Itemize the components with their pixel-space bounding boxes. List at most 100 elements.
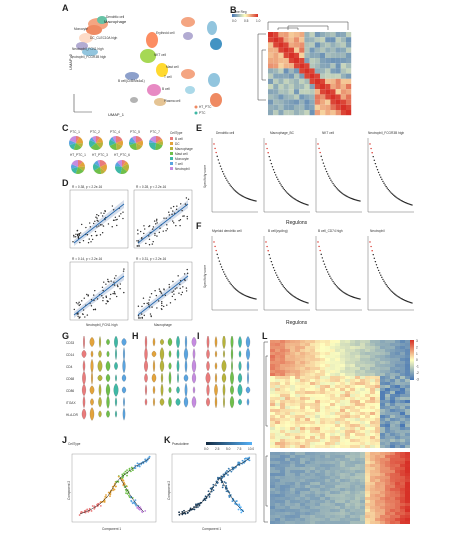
pie-label-ptc1: PTC_1	[70, 130, 80, 134]
violin	[191, 336, 197, 348]
heatmap-l-cell	[290, 488, 295, 491]
heatmap-l-cell	[355, 436, 360, 439]
heatmap-l-cell	[395, 515, 400, 518]
heatmap-l-cell	[385, 470, 390, 473]
violin	[238, 360, 242, 372]
heatmap-l-cell	[395, 455, 400, 458]
scatter-point	[90, 305, 93, 307]
regulon-point	[241, 293, 243, 295]
heatmap-l-cell	[280, 452, 285, 455]
heatmap-b-cell	[268, 37, 274, 43]
heatmap-l-cell	[405, 340, 410, 343]
heatmap-l-cell	[395, 346, 400, 349]
heatmap-l-cell	[350, 515, 355, 518]
heatmap-l-cell	[375, 497, 380, 500]
scatter-point	[92, 308, 95, 311]
pie-slice	[122, 163, 129, 172]
regulon-point	[283, 188, 286, 191]
heatmap-l-cell	[330, 515, 335, 518]
heatmap-l-cell	[405, 491, 410, 494]
scatter-point	[105, 296, 108, 299]
heatmap-l-cell	[345, 373, 350, 376]
heatmap-l-cell	[285, 467, 290, 470]
heatmap-l-cell	[375, 406, 380, 409]
heatmap-l-cell	[320, 430, 325, 433]
pie-slice	[117, 160, 122, 167]
heatmap-l-cell	[400, 376, 405, 379]
regulon-point	[396, 197, 398, 199]
regulon-point	[397, 197, 399, 200]
regulon-point	[285, 191, 288, 193]
heatmap-l-cell	[320, 340, 325, 343]
regulon-point	[224, 175, 226, 177]
heatmap-l-cell	[385, 355, 390, 358]
regulon-point	[384, 282, 386, 284]
heatmap-l-cell	[390, 385, 395, 388]
heatmap-l-cell	[355, 343, 360, 346]
regulon-point	[284, 288, 287, 290]
heatmap-l-cell	[360, 485, 365, 488]
heatmap-l-cell	[310, 491, 315, 494]
heatmap-b-cell	[340, 68, 346, 74]
heatmap-l-cell	[275, 421, 280, 424]
heatmap-b-cell	[325, 58, 331, 64]
heatmap-l-cell	[280, 358, 285, 361]
heatmap-b-cell	[335, 37, 341, 43]
heatmap-b-cell	[340, 63, 346, 69]
heatmap-l-cell	[300, 385, 305, 388]
heatmap-l-cell	[305, 439, 310, 442]
regulon-point	[325, 268, 328, 271]
heatmap-l-cell	[300, 361, 305, 364]
heatmap-l-cell	[335, 509, 340, 512]
heatmap-l-cell	[405, 488, 410, 491]
heatmap-l-cell	[345, 521, 350, 524]
heatmap-l-cell	[360, 521, 365, 524]
heatmap-l-cell	[320, 397, 325, 400]
pie-slice	[155, 143, 163, 150]
heatmap-b-cell	[314, 73, 320, 79]
heatmap-l-cell	[275, 412, 280, 415]
heatmap-l-cell	[335, 391, 340, 394]
regulon-point	[255, 298, 257, 300]
heatmap-b-cell	[314, 99, 320, 105]
heatmap-l-cell	[270, 482, 275, 485]
trajectory-point	[245, 457, 247, 460]
heatmap-l-cell	[345, 367, 350, 370]
scatter-point	[137, 229, 139, 231]
heatmap-b-cell	[283, 42, 289, 48]
scatter-point	[86, 234, 89, 236]
heatmap-l-cell	[315, 497, 320, 500]
heatmap-l-cell	[270, 421, 275, 424]
heatmap-l-cell	[285, 512, 290, 515]
heatmap-l-cell	[385, 436, 390, 439]
regulon-point	[280, 184, 282, 186]
regulon-point	[377, 269, 380, 272]
heatmap-l-cell	[325, 346, 330, 349]
heatmap-l-cell	[360, 400, 365, 403]
heatmap-b-cell	[283, 58, 289, 64]
heatmap-l-cell	[310, 385, 315, 388]
heatmap-l-cell	[395, 491, 400, 494]
regulon-e-group	[211, 138, 414, 213]
heatmap-l-cell	[400, 467, 405, 470]
scatter-point	[107, 223, 110, 225]
regulon-point	[381, 276, 383, 279]
heatmap-l-cell	[310, 361, 315, 364]
heatmap-l-cell	[285, 355, 290, 358]
heatmap-b-cell	[330, 63, 336, 69]
heatmap-l-cell	[355, 494, 360, 497]
heatmap-l-cell	[375, 503, 380, 506]
regulon-point	[369, 241, 371, 243]
heatmap-l-cell	[330, 473, 335, 476]
regulon-point	[239, 291, 241, 294]
regulon-point	[235, 191, 238, 193]
regulon-point	[243, 294, 245, 296]
heatmap-l-cell	[305, 497, 310, 500]
heatmap-l-cell	[380, 491, 385, 494]
heatmap-l-cell	[385, 367, 390, 370]
regulon-point	[292, 295, 294, 297]
regulon-point	[386, 187, 388, 189]
heatmap-b-cell	[288, 89, 294, 95]
heatmap-l-cell	[395, 464, 400, 467]
violin	[238, 350, 242, 358]
